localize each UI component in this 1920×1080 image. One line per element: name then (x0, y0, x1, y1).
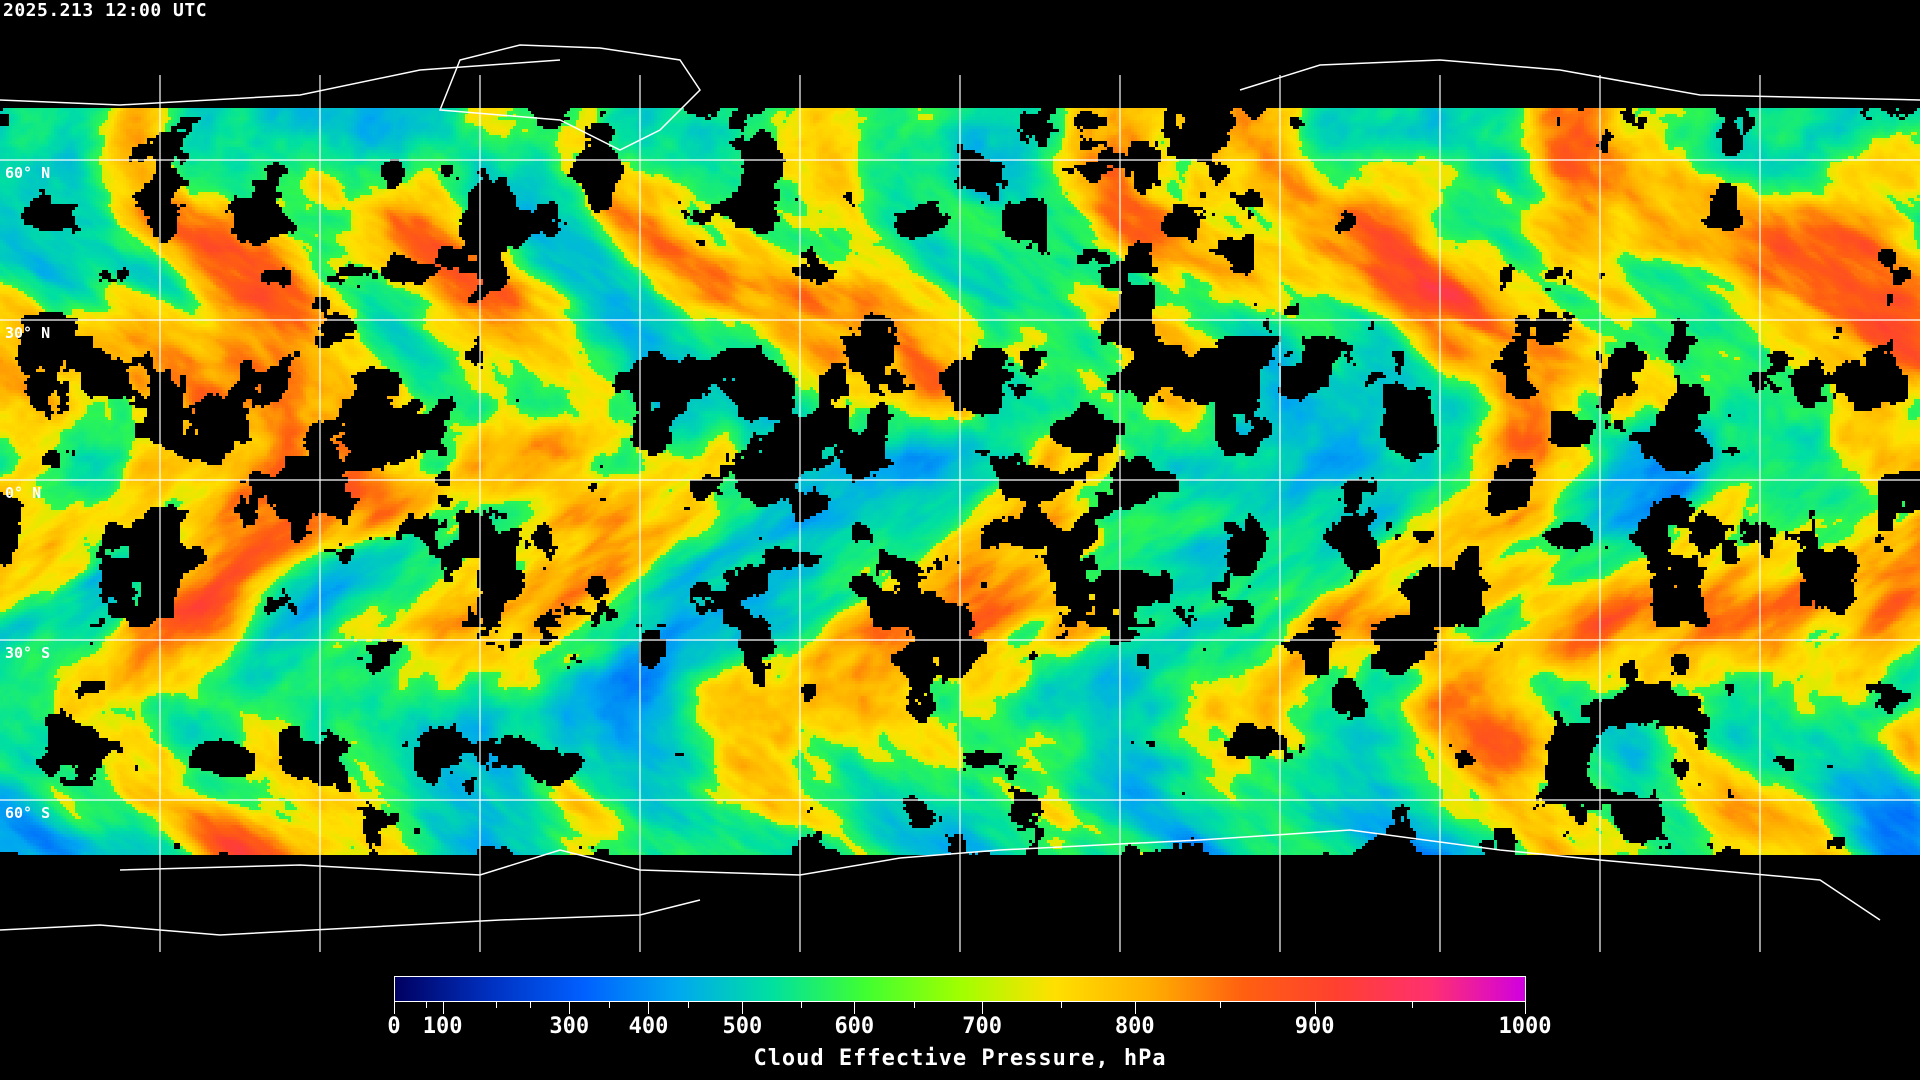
colorbar-label: Cloud Effective Pressure, hPa (753, 1046, 1167, 1071)
colorbar-major-tick (648, 1002, 650, 1014)
colorbar (394, 976, 1526, 1002)
lat-label-30s: 30° S (5, 644, 51, 662)
colorbar-minor-tick (801, 1002, 803, 1008)
colorbar-tick-label: 0 (387, 1014, 401, 1039)
colorbar-tick-label: 400 (628, 1014, 669, 1039)
colorbar-tick-label: 1000 (1498, 1014, 1552, 1039)
coastline (119, 829, 1881, 921)
coastline (0, 59, 561, 106)
colorbar-tick-label: 300 (549, 1014, 590, 1039)
colorbar-major-tick (1134, 1002, 1136, 1014)
graticule (0, 44, 1920, 952)
colorbar-tick-label: 800 (1114, 1014, 1155, 1039)
colorbar-major-tick (982, 1002, 984, 1014)
colorbar-minor-tick (688, 1002, 690, 1008)
colorbar-minor-tick (1411, 1002, 1413, 1008)
coastline (438, 44, 701, 151)
colorbar-tick-label: 900 (1294, 1014, 1335, 1039)
colorbar-minor-tick (495, 1002, 497, 1008)
lat-label-0n: 0° N (5, 484, 42, 502)
cloud-pressure-map (0, 0, 1920, 960)
colorbar-major-tick (569, 1002, 571, 1014)
timestamp-title: 2025.213 12:00 UTC (3, 0, 208, 21)
colorbar-tick-label: 500 (722, 1014, 763, 1039)
lat-label-30n: 30° N (5, 324, 51, 342)
colorbar-major-tick (742, 1002, 744, 1014)
colorbar-minor-tick (1219, 1002, 1221, 1008)
colorbar-minor-tick (529, 1002, 531, 1008)
lat-label-60s: 60° S (5, 804, 51, 822)
coastline (1239, 59, 1920, 101)
lat-label-60n: 60° N (5, 164, 51, 182)
colorbar-major-tick (442, 1002, 444, 1014)
colorbar-major-tick (1314, 1002, 1316, 1014)
colorbar-major-tick (854, 1002, 856, 1014)
colorbar-minor-tick (1061, 1002, 1063, 1008)
colorbar-minor-tick (425, 1002, 427, 1008)
colorbar-minor-tick (914, 1002, 916, 1008)
colorbar-major-tick (394, 1002, 395, 1014)
colorbar-tick-label: 600 (834, 1014, 875, 1039)
coastline (0, 899, 701, 936)
colorbar-major-tick (1525, 1002, 1526, 1014)
colorbar-minor-tick (608, 1002, 610, 1008)
colorbar-tick-label: 700 (962, 1014, 1002, 1039)
colorbar-tick-label: 100 (422, 1014, 463, 1039)
